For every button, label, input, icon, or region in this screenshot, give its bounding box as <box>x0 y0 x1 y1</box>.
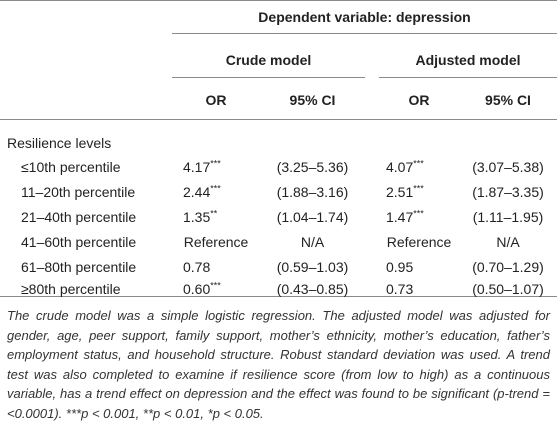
row-label: 21–40th percentile <box>21 209 137 225</box>
table-footnote: The crude model was a simple logistic re… <box>7 306 550 424</box>
adjusted-or-cell: 0.95 <box>386 259 413 275</box>
crude-or-value: 2.44 <box>183 184 211 200</box>
adjusted-or-cell: 1.47*** <box>386 209 424 225</box>
crude-ci-cell: (1.04–1.74) <box>276 209 349 225</box>
significance-marker: ** <box>210 208 218 219</box>
adjusted-ci-cell: (1.11–1.95) <box>472 209 544 225</box>
table-bottom-rule <box>0 296 557 297</box>
crude-or-cell: 0.78 <box>183 259 210 275</box>
footnote-sig2-stars: ** <box>142 405 154 421</box>
header-bottom-rule <box>0 119 557 120</box>
significance-marker: *** <box>210 183 221 194</box>
adjusted-or-header: OR <box>408 92 430 108</box>
crude-ci-cell: (0.59–1.03) <box>276 259 349 275</box>
crude-model-header: Crude model <box>225 52 312 68</box>
crude-ci-cell: N/A <box>300 234 325 250</box>
footnote-sig3-text: p < 0.05. <box>212 405 264 421</box>
significance-marker: *** <box>413 183 424 194</box>
row-label: 11–20th percentile <box>21 184 136 200</box>
crude-or-value: 0.60 <box>183 281 211 297</box>
adjusted-ci-cell: (0.50–1.07) <box>472 281 544 297</box>
section-label: Resilience levels <box>7 135 112 151</box>
row-label: ≤10th percentile <box>21 159 121 175</box>
crude-or-cell: 2.44*** <box>183 184 221 200</box>
crude-or-value: 0.78 <box>183 259 211 275</box>
adjusted-ci-cell: (0.70–1.29) <box>472 259 544 275</box>
significance-marker: *** <box>210 158 221 169</box>
adjusted-ci-cell: N/A <box>496 234 520 250</box>
row-label: ≥80th percentile <box>21 281 121 297</box>
crude-or-header: OR <box>205 92 227 108</box>
crude-or-value: 4.17 <box>183 159 211 175</box>
footnote-sig1-text: p < 0.001, <box>81 405 143 421</box>
footnote-sig2-text: p < 0.01, <box>153 405 208 421</box>
adjusted-or-cell: 2.51*** <box>386 184 424 200</box>
footnote-text: The crude model was a simple logistic re… <box>7 308 550 421</box>
adjusted-or-value: 2.51 <box>386 184 414 200</box>
adjusted-or-value: 0.73 <box>386 281 414 297</box>
adjusted-ci-cell: (3.07–5.38) <box>472 159 544 175</box>
crude-or-cell: 0.60*** <box>183 281 221 297</box>
adjusted-or-cell: 0.73 <box>386 281 413 297</box>
dependent-variable-header: Dependent variable: depression <box>258 9 471 25</box>
row-label: 41–60th percentile <box>21 234 137 250</box>
adjusted-or-cell: Reference <box>379 234 459 250</box>
footnote-sig3-stars: * <box>207 405 213 421</box>
significance-marker: *** <box>413 208 424 219</box>
adjusted-ci-header: 95% CI <box>485 92 531 108</box>
crude-ci-cell: (3.25–5.36) <box>276 159 349 175</box>
adjusted-or-cell: 4.07*** <box>386 159 424 175</box>
adjusted-or-value: 1.47 <box>386 209 414 225</box>
crude-or-cell: 1.35** <box>183 209 217 225</box>
significance-marker: *** <box>210 280 221 291</box>
adjusted-or-value: 0.95 <box>386 259 414 275</box>
header-rule-dependent <box>172 33 557 34</box>
header-rule-crude <box>172 77 365 78</box>
adjusted-or-value: Reference <box>386 234 452 250</box>
significance-marker: *** <box>413 158 424 169</box>
crude-or-value: Reference <box>183 234 249 250</box>
row-label: 61–80th percentile <box>21 259 137 275</box>
crude-ci-header: 95% CI <box>289 92 336 108</box>
adjusted-model-header: Adjusted model <box>415 52 521 68</box>
crude-or-cell: 4.17*** <box>183 159 221 175</box>
adjusted-or-value: 4.07 <box>386 159 414 175</box>
top-rule <box>0 0 557 1</box>
crude-or-value: 1.35 <box>183 209 211 225</box>
crude-ci-cell: (0.43–0.85) <box>276 281 349 297</box>
adjusted-ci-cell: (1.87–3.35) <box>472 184 544 200</box>
crude-or-cell: Reference <box>172 234 260 250</box>
footnote-sig1-stars: *** <box>65 405 82 421</box>
crude-ci-cell: (1.88–3.16) <box>276 184 349 200</box>
header-rule-adjusted <box>379 77 557 78</box>
